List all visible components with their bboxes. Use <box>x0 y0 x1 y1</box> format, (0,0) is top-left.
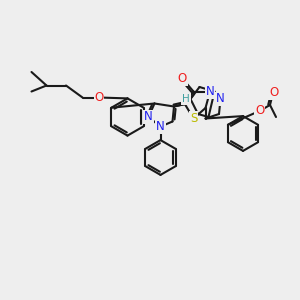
Text: O: O <box>269 86 278 100</box>
Text: H: H <box>182 94 190 104</box>
Text: N: N <box>144 110 153 124</box>
Text: N: N <box>156 120 165 133</box>
Text: N: N <box>216 92 225 106</box>
Text: S: S <box>190 112 197 125</box>
Text: O: O <box>178 72 187 85</box>
Text: N: N <box>206 85 214 98</box>
Text: O: O <box>94 91 103 104</box>
Text: O: O <box>255 104 264 118</box>
